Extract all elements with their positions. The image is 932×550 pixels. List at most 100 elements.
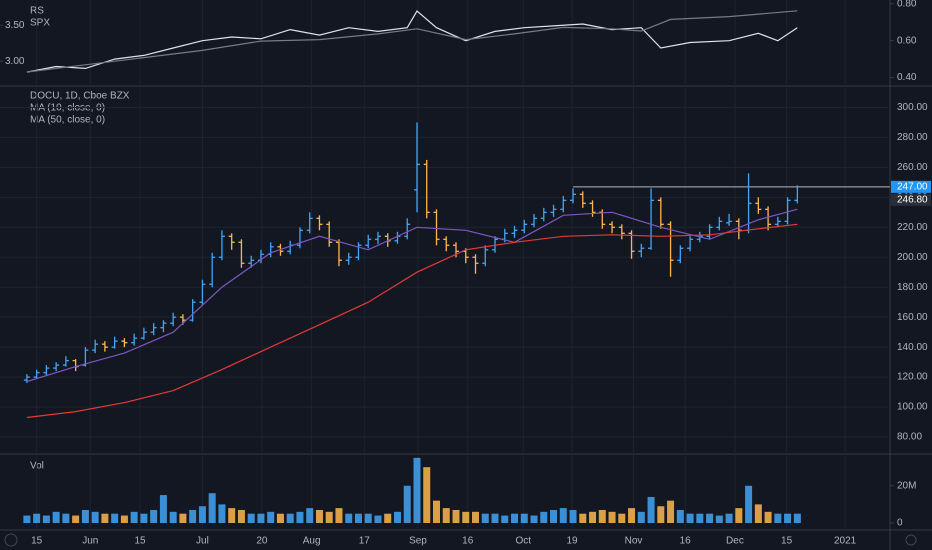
volume-bar	[647, 496, 655, 523]
volume-bar	[228, 508, 236, 523]
volume-bar	[62, 513, 70, 523]
volume-bar	[589, 511, 597, 523]
spx-tick-label: 3.50	[5, 20, 25, 31]
price-label: 246.80	[897, 195, 928, 206]
volume-bar	[520, 513, 528, 523]
y-tick-label: 100.00	[897, 402, 928, 413]
volume-bar	[189, 509, 197, 523]
x-tick-label: Jul	[196, 536, 209, 547]
volume-bar	[286, 513, 294, 523]
settings-button[interactable]	[905, 534, 917, 546]
volume-bar	[237, 509, 245, 523]
volume-bar	[413, 457, 421, 523]
volume-bar	[706, 513, 714, 523]
volume-bar	[550, 509, 558, 523]
volume-tick-label: 0	[897, 518, 903, 529]
volume-bar	[481, 513, 489, 523]
volume-bar	[208, 493, 216, 523]
y-tick-label: 280.00	[897, 132, 928, 143]
x-tick-label: Sep	[409, 536, 427, 547]
volume-bar	[472, 511, 480, 523]
volume-bar	[101, 513, 109, 523]
rs-tick-label: 0.60	[897, 35, 917, 46]
volume-bar	[715, 515, 723, 523]
y-tick-label: 300.00	[897, 102, 928, 113]
volume-bar	[296, 511, 304, 523]
volume-bar	[306, 508, 314, 523]
volume-bar	[393, 511, 401, 523]
moving-average	[26, 223, 798, 419]
volume-bar	[159, 495, 167, 523]
volume-bar	[579, 513, 587, 523]
y-tick-label: 260.00	[897, 162, 928, 173]
volume-bar	[33, 513, 41, 523]
price-label-box	[891, 180, 931, 193]
x-tick-label: 19	[566, 536, 578, 547]
volume-bar	[345, 513, 353, 523]
price-label: 247.00	[897, 182, 928, 193]
volume-bar	[364, 513, 372, 523]
price-label-box	[891, 193, 931, 206]
moving-average	[26, 208, 798, 383]
volume-bar	[354, 513, 362, 523]
rs-line	[26, 10, 798, 73]
volume-bar	[276, 513, 284, 523]
volume-bar	[676, 509, 684, 523]
volume-bar	[774, 513, 782, 523]
timezone-button[interactable]	[4, 533, 18, 547]
spx-tick-label: 3.00	[5, 56, 25, 67]
x-tick-label: Nov	[625, 536, 643, 547]
y-tick-label: 220.00	[897, 222, 928, 233]
volume-bar	[501, 515, 509, 523]
volume-bar	[657, 506, 665, 523]
volume-bar	[325, 511, 333, 523]
volume-bar	[569, 509, 577, 523]
volume-bar	[530, 515, 538, 523]
volume-bar	[764, 511, 772, 523]
volume-bar	[667, 500, 675, 523]
volume-bar	[618, 513, 626, 523]
volume-bar	[432, 500, 440, 523]
volume-bar	[52, 511, 60, 523]
volume-bar	[559, 508, 567, 523]
volume-bar	[257, 513, 265, 523]
volume-bar	[218, 504, 226, 523]
volume-bar	[72, 515, 80, 523]
volume-bar	[735, 508, 743, 523]
volume-bar	[491, 513, 499, 523]
volume-bar	[754, 504, 762, 523]
volume-bar	[784, 513, 792, 523]
volume-tick-label: 20M	[897, 480, 916, 491]
volume-bar	[374, 515, 382, 523]
rs-tick-label: 0.80	[897, 0, 917, 9]
volume-bar	[452, 509, 460, 523]
x-tick-label: 2021	[834, 536, 857, 547]
volume-bar	[686, 513, 694, 523]
rs-line	[26, 10, 798, 73]
volume-bar	[442, 508, 450, 523]
y-tick-label: 140.00	[897, 342, 928, 353]
x-tick-label: 15	[781, 536, 793, 547]
y-tick-label: 160.00	[897, 312, 928, 323]
volume-bar	[130, 511, 138, 523]
rs-tick-label: 0.40	[897, 72, 917, 83]
volume-bar	[42, 515, 50, 523]
volume-bar	[793, 513, 801, 523]
x-tick-label: 17	[359, 536, 371, 547]
volume-bar	[247, 513, 255, 523]
volume-bar	[540, 511, 548, 523]
volume-bar	[267, 511, 275, 523]
volume-bar	[598, 509, 606, 523]
volume-bar	[725, 513, 733, 523]
chart-title: DOCU, 1D, Cboe BZX	[30, 91, 130, 102]
volume-bar	[462, 511, 470, 523]
x-tick-label: 20	[256, 536, 268, 547]
spx-legend: SPX	[30, 18, 50, 29]
volume-bar	[628, 508, 636, 523]
x-tick-label: 16	[680, 536, 692, 547]
x-tick-label: Dec	[726, 536, 744, 547]
y-tick-label: 120.00	[897, 372, 928, 383]
volume-bar	[111, 513, 119, 523]
x-tick-label: Aug	[303, 536, 321, 547]
